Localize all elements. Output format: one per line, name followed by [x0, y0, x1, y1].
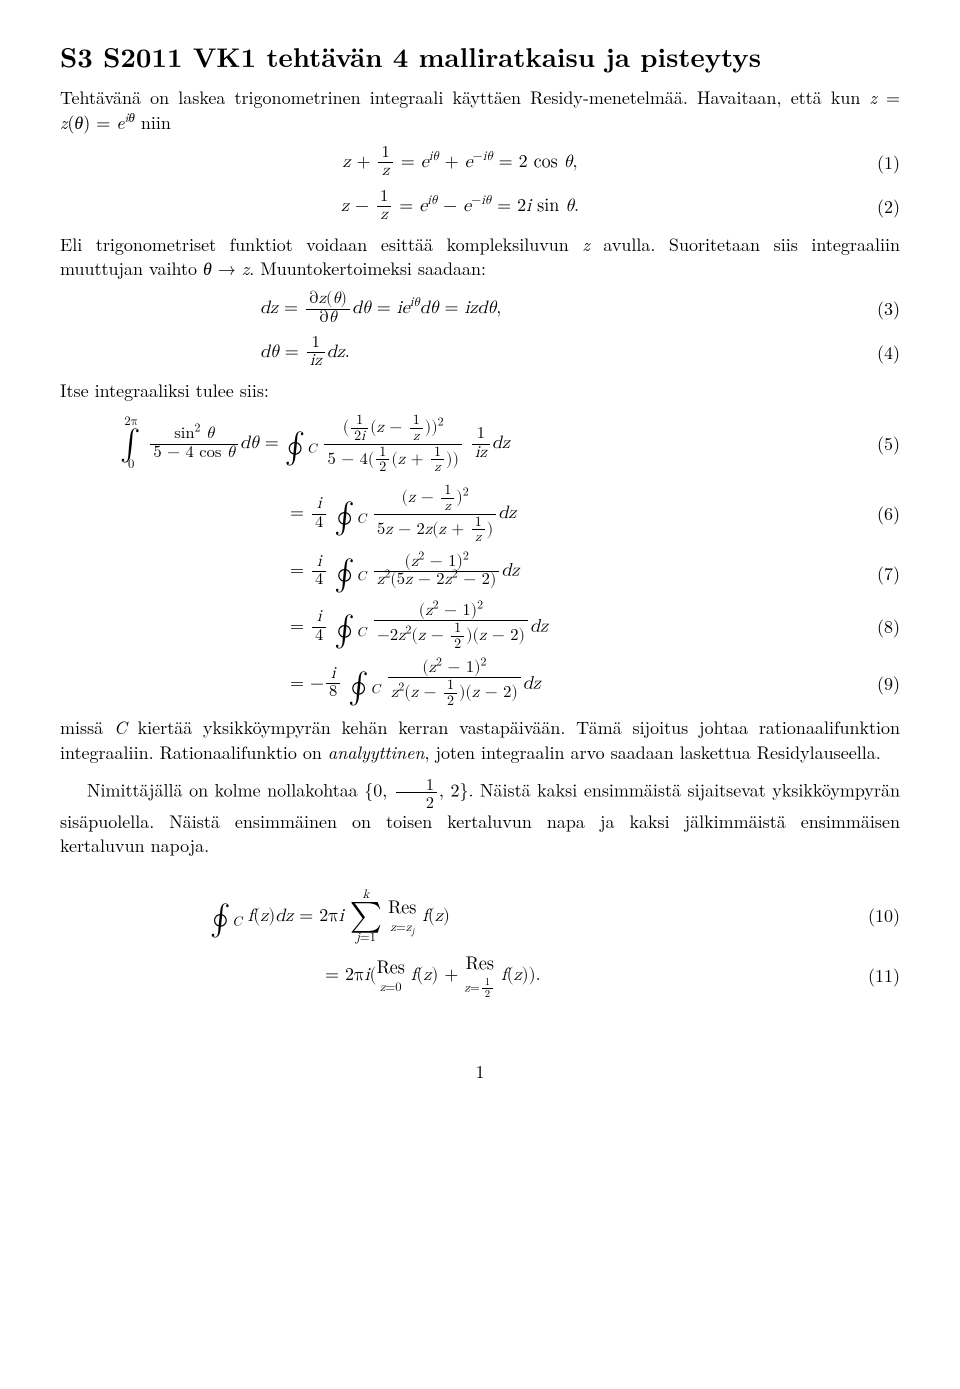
- equation-5: 2π∫0 sin2 θ5 − 4 cos θdθ = ∮C (12i(z − 1…: [60, 413, 900, 475]
- eq-number: (10): [860, 904, 900, 928]
- page-number: 1: [60, 1060, 900, 1084]
- equation-4: dθ = 1izdz. (4): [60, 335, 900, 371]
- paragraph-3: Itse integraaliksi tulee siis:: [60, 379, 900, 403]
- eq-number: (5): [860, 432, 900, 456]
- equation-7: = i4 ∮C (z2 − 1)2 z2(5z − 2z2 − 2) dz (7…: [60, 553, 900, 594]
- eq-number: (6): [860, 502, 900, 526]
- eq-number: (4): [860, 341, 900, 365]
- equation-2: z − 1z = eiθ − e−iθ = 2i sin θ. (2): [60, 189, 900, 225]
- paragraph-1: Tehtävänä on laskea trigonometrinen inte…: [60, 86, 900, 135]
- eq-number: (9): [860, 672, 900, 696]
- eq-number: (8): [860, 615, 900, 639]
- eq-number: (7): [860, 562, 900, 586]
- equation-6: = i4 ∮C (z − 1z)2 5z − 2z(z + 1z) dz (6): [60, 483, 900, 545]
- equation-10: ∮C f(z)dz = 2πi k∑j=1 Resz=zj f(z) (10): [60, 889, 900, 945]
- page-title: S3 S2011 VK1 tehtävän 4 malliratkaisu ja…: [60, 40, 900, 72]
- equation-11: = 2πi(Resz=0 f(z) + Resz=12 f(z)). (11): [60, 952, 900, 1000]
- equation-9: = −i8 ∮C (z2 − 1)2 z2(z − 12)(z − 2) dz …: [60, 660, 900, 709]
- eq-number: (1): [860, 151, 900, 175]
- eq-number: (2): [860, 195, 900, 219]
- equation-8: = i4 ∮C (z2 − 1)2 −2z2(z − 12)(z − 2) dz…: [60, 603, 900, 652]
- equation-1: z + 1z = eiθ + e−iθ = 2 cos θ, (1): [60, 145, 900, 181]
- paragraph-4: missä C kiertää yksikköympyrän kehän ker…: [60, 716, 900, 765]
- eq-number: (3): [860, 297, 900, 321]
- equation-3: dz = ∂z(θ)∂θdθ = ieiθdθ = izdθ, (3): [60, 291, 900, 327]
- paragraph-5: Nimittäjällä on kolme nollakohtaa {0, 12…: [60, 775, 900, 859]
- paragraph-2: Eli trigonometriset funktiot voidaan esi…: [60, 233, 900, 282]
- eq-number: (11): [860, 964, 900, 988]
